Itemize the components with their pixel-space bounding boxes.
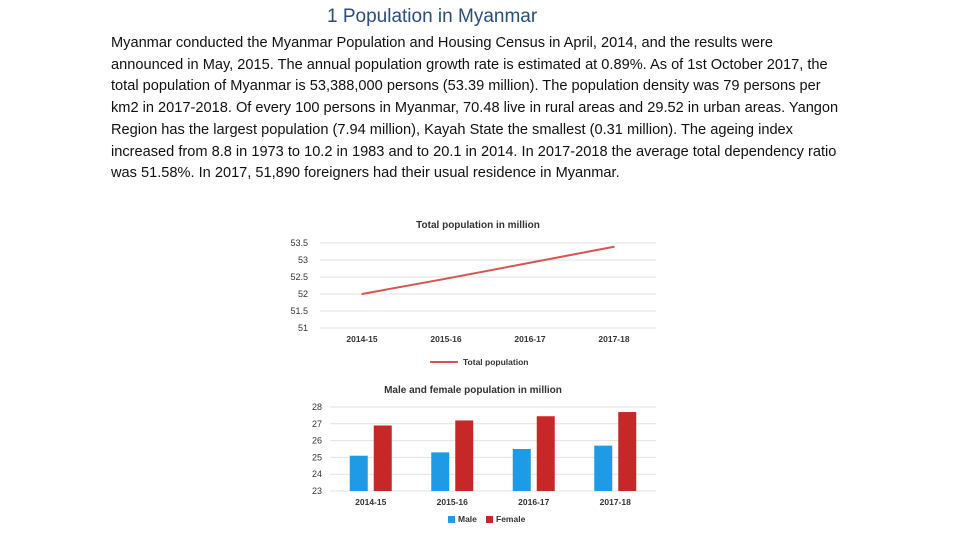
line-y-tick-label: 52.5 — [290, 272, 308, 282]
line-chart-title: Total population in million — [416, 220, 540, 231]
line-point — [445, 277, 447, 280]
bar-y-tick-label: 28 — [312, 402, 322, 412]
bar-x-tick-label: 2016-17 — [518, 497, 549, 507]
bar-legend-swatch — [486, 516, 493, 523]
bar-male — [512, 449, 531, 491]
bar-female — [455, 420, 474, 491]
intro-paragraph: Myanmar conducted the Myanmar Population… — [111, 35, 839, 182]
line-y-tick-label: 53 — [298, 255, 308, 265]
bar-male — [349, 455, 368, 491]
line-series-total-population — [361, 245, 615, 295]
line-x-tick-label: 2014-15 — [346, 334, 377, 344]
line-x-tick-label: 2015-16 — [430, 334, 461, 344]
bar-y-tick-label: 27 — [312, 419, 322, 429]
line-legend-label: Total population — [463, 357, 528, 367]
bar-female — [536, 416, 555, 491]
bar-y-tick-label: 25 — [312, 452, 322, 462]
bar-male — [431, 452, 450, 491]
line-x-tick-label: 2016-17 — [514, 334, 545, 344]
slide-title: 1 Population in Myanmar — [327, 6, 538, 27]
line-y-tick-label: 51.5 — [290, 306, 308, 316]
line-y-tick-label: 52 — [298, 289, 308, 299]
bar-x-tick-label: 2014-15 — [355, 497, 386, 507]
bar-legend-label: Male — [458, 514, 477, 524]
bar-female — [618, 412, 637, 491]
line-point — [361, 293, 363, 295]
male-female-bar-chart: Male and female population in million 23 2… — [312, 385, 656, 524]
line-point — [613, 245, 615, 248]
bar-male — [594, 445, 613, 491]
bar-x-tick-label: 2015-16 — [437, 497, 468, 507]
bar-y-tick-label: 26 — [312, 436, 322, 446]
bar-chart-title: Male and female population in million — [384, 385, 562, 396]
total-population-line-chart: Total population in million 51 51.5 52 52.5 5… — [290, 220, 656, 367]
bar-y-tick-label: 24 — [312, 469, 322, 479]
bar-female — [373, 425, 392, 491]
bar-legend-label: Female — [496, 514, 526, 524]
line-y-tick-label: 51 — [298, 323, 308, 333]
line-y-tick-label: 53.5 — [290, 238, 308, 248]
bar-y-tick-label: 23 — [312, 486, 322, 496]
line-x-tick-label: 2017-18 — [598, 334, 629, 344]
bar-legend-swatch — [448, 516, 455, 523]
line-point — [529, 261, 531, 264]
bar-x-tick-label: 2017-18 — [600, 497, 631, 507]
